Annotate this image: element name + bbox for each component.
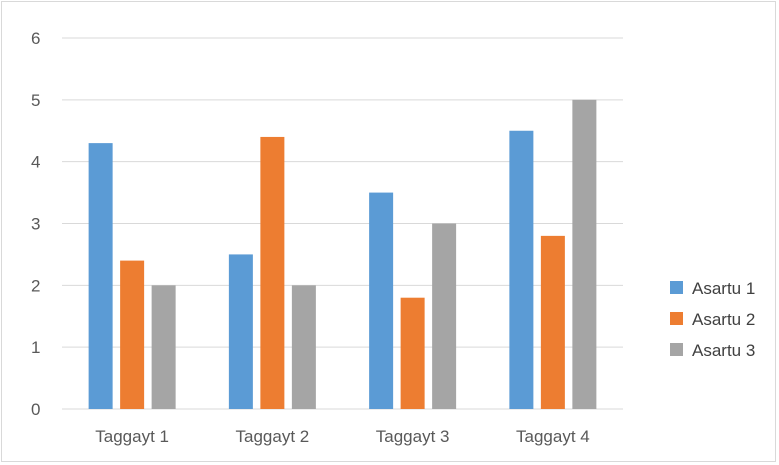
x-tick-label: Taggayt 4: [516, 427, 590, 446]
y-tick-label: 4: [31, 153, 40, 172]
legend-label: Asartu 2: [692, 310, 755, 329]
legend-label: Asartu 1: [692, 279, 755, 298]
y-tick-label: 3: [31, 215, 40, 234]
y-tick-label: 5: [31, 91, 40, 110]
legend: Asartu 1 Asartu 2 Asartu 3: [670, 279, 755, 360]
bars: [88, 99, 597, 409]
bar-series-1-cat-1: [88, 143, 113, 409]
bar-series-1-cat-3: [369, 192, 394, 409]
bar-series-3-cat-3: [432, 223, 457, 409]
bar-series-3-cat-1: [151, 285, 176, 409]
bar-series-2-cat-1: [120, 260, 145, 409]
y-tick-label: 6: [31, 29, 40, 48]
bar-series-1-cat-2: [228, 254, 253, 409]
legend-swatch: [670, 343, 683, 356]
legend-swatch: [670, 281, 683, 294]
bar-series-2-cat-4: [540, 235, 565, 409]
bar-series-2-cat-3: [400, 297, 425, 409]
y-axis-ticks: 0 1 2 3 4 5 6: [31, 29, 40, 419]
y-tick-label: 2: [31, 276, 40, 295]
x-axis-ticks: Taggayt 1 Taggayt 2 Taggayt 3 Taggayt 4: [95, 427, 589, 446]
bar-series-1-cat-4: [509, 130, 534, 409]
x-tick-label: Taggayt 1: [95, 427, 169, 446]
y-tick-label: 0: [31, 400, 40, 419]
x-tick-label: Taggayt 2: [236, 427, 310, 446]
gridlines: [62, 37, 623, 410]
bar-series-3-cat-2: [291, 285, 316, 409]
bar-series-3-cat-4: [572, 99, 597, 409]
x-tick-label: Taggayt 3: [376, 427, 450, 446]
y-tick-label: 1: [31, 338, 40, 357]
legend-swatch: [670, 312, 683, 325]
legend-label: Asartu 3: [692, 341, 755, 360]
bar-series-2-cat-2: [260, 136, 285, 409]
